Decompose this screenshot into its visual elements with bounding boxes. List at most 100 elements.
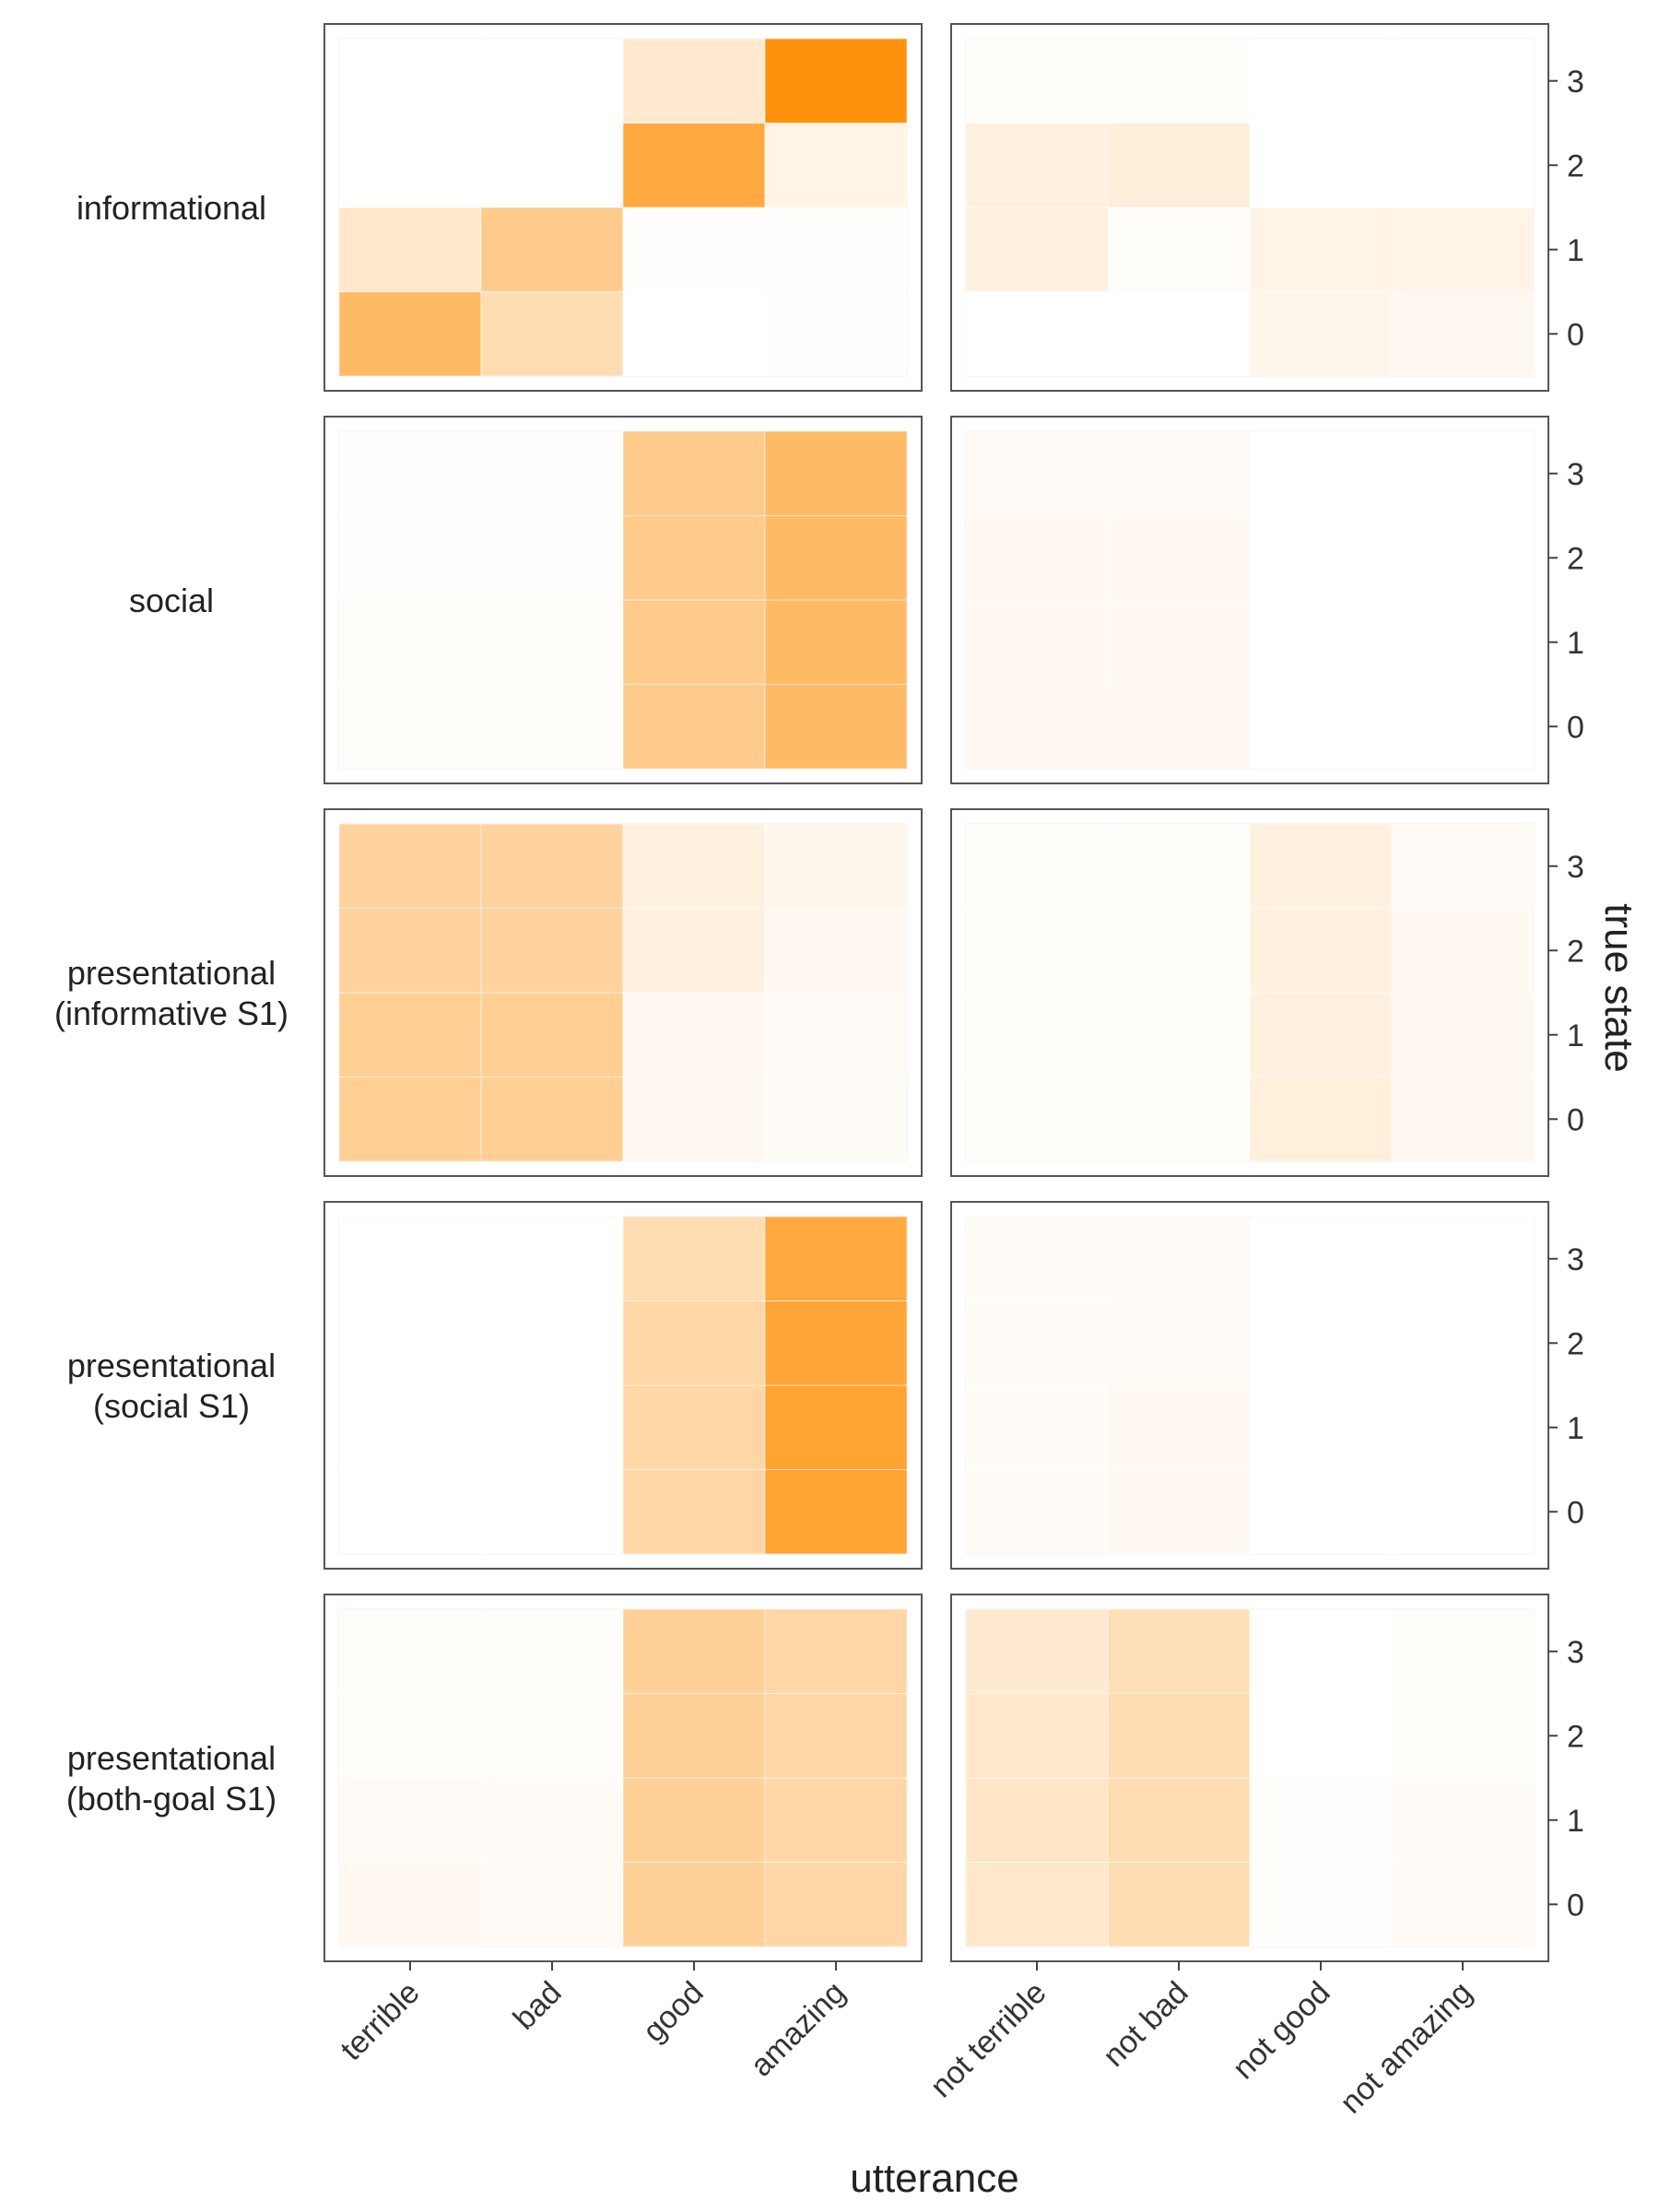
heatmap-cell (764, 430, 908, 516)
y-tick-label: 0 (1567, 710, 1584, 745)
y-tick-label: 2 (1567, 541, 1584, 576)
heatmap-cell (1391, 291, 1535, 377)
heatmap-cell (1391, 123, 1535, 208)
panel-border (950, 1594, 1549, 1962)
heatmap-cell (1249, 1862, 1393, 1947)
panel-border (324, 416, 923, 784)
heatmap-cell (338, 992, 482, 1077)
heatmap-cell (1391, 515, 1535, 601)
heatmap-cell (1249, 1384, 1393, 1470)
facet-row-labels: informationalsocialpresentational(inform… (54, 189, 288, 1818)
heatmap-cell (1249, 1077, 1393, 1162)
heatmap-cell (338, 1077, 482, 1162)
y-tick-label: 0 (1567, 1888, 1584, 1923)
heatmap-cell (1391, 1862, 1535, 1947)
heatmap-cell (338, 206, 482, 292)
heatmap-cell (480, 1693, 624, 1779)
heatmap-cell (1107, 1300, 1251, 1386)
heatmap-cell (480, 123, 624, 208)
heatmap-cell (480, 1608, 624, 1694)
heatmap-cell (764, 291, 908, 377)
heatmap-cell (338, 1608, 482, 1694)
heatmap-cell (622, 1216, 766, 1301)
heatmap-cell (480, 430, 624, 516)
heatmap-cell (1107, 1384, 1251, 1470)
heatmap-cell (1107, 1077, 1251, 1162)
heatmap-cell (622, 1862, 766, 1947)
heatmap-cell (338, 823, 482, 909)
facet-panel (950, 1201, 1549, 1570)
y-tick-label: 2 (1567, 1719, 1584, 1754)
heatmap-cell (622, 1693, 766, 1779)
heatmap-cell (764, 1216, 908, 1301)
heatmap-cell (1249, 684, 1393, 770)
heatmap-cell (764, 123, 908, 208)
heatmap-cell (764, 1077, 908, 1162)
heatmap-cell (965, 908, 1109, 994)
x-tick-label: terrible (334, 1975, 426, 2067)
heatmap-cell (480, 684, 624, 770)
heatmap-cell (1391, 1608, 1535, 1694)
y-tick-label: 1 (1567, 626, 1584, 661)
heatmap-cell (764, 1608, 908, 1694)
heatmap-cell (764, 206, 908, 292)
heatmap-cell (1249, 992, 1393, 1077)
heatmap-cell (1107, 908, 1251, 994)
heatmap-cell (764, 599, 908, 685)
heatmap-cell (1107, 992, 1251, 1077)
x-tick-label: not bad (1097, 1975, 1195, 2074)
heatmap-cell (622, 1077, 766, 1162)
y-tick-label: 0 (1567, 1102, 1584, 1137)
facet-panel (324, 1201, 923, 1570)
heatmap-cell (480, 291, 624, 377)
heatmap-cell (480, 1862, 624, 1947)
heatmap-cell (1107, 599, 1251, 685)
heatmap-cell (965, 823, 1109, 909)
heatmap-cell (1249, 38, 1393, 124)
panel-border (324, 1201, 923, 1570)
x-tick-label: not amazing (1334, 1975, 1479, 2121)
heatmap-cell (1249, 123, 1393, 208)
heatmap-cell (965, 1469, 1109, 1555)
heatmap-cell (1249, 1216, 1393, 1301)
heatmap-cell (764, 515, 908, 601)
y-axis: 0 1 2 3 0 1 2 3 0 1 2 3 0 1 2 3 0 1 2 3 (1548, 65, 1584, 1923)
facet-row-label: presentational (67, 954, 276, 992)
heatmap-cell (1249, 291, 1393, 377)
heatmap-cell (1249, 515, 1393, 601)
heatmap-cell (338, 1693, 482, 1779)
heatmap-cell (764, 1300, 908, 1386)
y-tick-label: 0 (1567, 1495, 1584, 1530)
panel-border (950, 23, 1549, 392)
panel-border (324, 23, 923, 392)
heatmap-cell (1249, 206, 1393, 292)
heatmap-cell (1249, 430, 1393, 516)
heatmap-cell (622, 908, 766, 994)
heatmap-cell (764, 1777, 908, 1863)
heatmap-cell (764, 1693, 908, 1779)
panel-border (950, 1201, 1549, 1570)
heatmap-cell (1391, 908, 1535, 994)
y-tick-label: 1 (1567, 233, 1584, 268)
heatmap-cell (1249, 1777, 1393, 1863)
heatmap-cell (1249, 1300, 1393, 1386)
heatmap-cell (338, 123, 482, 208)
heatmap-cell (622, 206, 766, 292)
heatmap-cell (965, 1216, 1109, 1301)
heatmap-cell (338, 1300, 482, 1386)
heatmap-cell (622, 38, 766, 124)
heatmap-cell (1249, 1608, 1393, 1694)
heatmap-cell (965, 1862, 1109, 1947)
panel-border (324, 808, 923, 1177)
heatmap-cell (764, 38, 908, 124)
y-tick-label: 1 (1567, 1411, 1584, 1446)
y-tick-label: 3 (1567, 1635, 1584, 1670)
heatmap-cell (480, 599, 624, 685)
heatmap-cell (965, 430, 1109, 516)
heatmap-cell (480, 38, 624, 124)
heatmap-cell (1391, 38, 1535, 124)
heatmap-cell (622, 684, 766, 770)
heatmap-cell (1391, 992, 1535, 1077)
y-tick-label: 0 (1567, 317, 1584, 352)
heatmap-cell (965, 123, 1109, 208)
